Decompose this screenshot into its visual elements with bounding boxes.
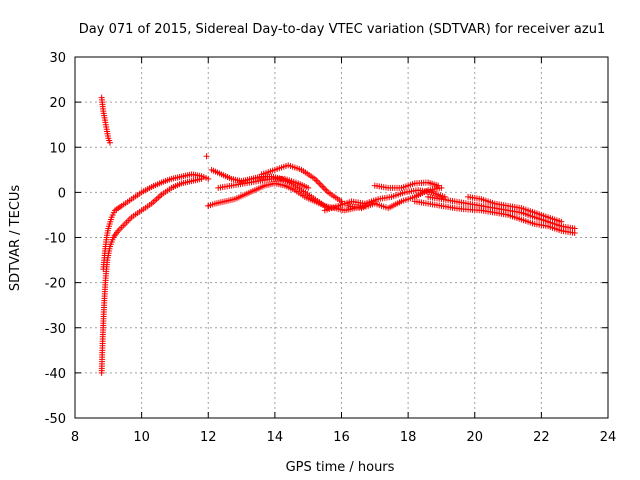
y-axis-label: SDTVAR / TECUs [8, 185, 23, 292]
x-tick-label: 16 [333, 430, 350, 445]
y-tick-label: -40 [45, 367, 66, 382]
data-point [435, 182, 442, 189]
x-tick-label: 14 [267, 430, 284, 445]
data-point [205, 202, 212, 209]
x-tick-label: 20 [466, 430, 483, 445]
x-tick-label: 24 [600, 430, 617, 445]
data-point [319, 183, 326, 190]
data-point [558, 218, 565, 225]
y-tick-label: 10 [49, 141, 66, 156]
data-point [317, 181, 324, 188]
data-points [98, 94, 578, 376]
y-tick-label: -10 [45, 232, 66, 247]
data-point [205, 175, 212, 182]
y-tick-label: -30 [45, 322, 66, 337]
y-tick-label: 20 [49, 96, 66, 111]
y-tick-label: -50 [45, 412, 66, 427]
data-point [441, 193, 448, 200]
data-point [338, 198, 345, 205]
x-tick-label: 12 [200, 430, 217, 445]
data-point [106, 139, 113, 146]
y-tick-label: 30 [49, 51, 66, 66]
data-point [316, 180, 323, 187]
y-tick-label: -20 [45, 277, 66, 292]
data-point [322, 186, 329, 193]
x-tick-label: 10 [133, 430, 150, 445]
data-point [203, 153, 210, 160]
data-point [314, 178, 321, 185]
data-point [320, 184, 327, 191]
data-point [305, 184, 312, 191]
x-axis-label: GPS time / hours [286, 460, 395, 475]
x-axis: 8 10 12 14 16 18 20 22 24 [71, 57, 616, 445]
data-point [323, 187, 330, 194]
x-tick-label: 8 [71, 430, 79, 445]
x-tick-label: 22 [533, 430, 550, 445]
y-tick-label: 0 [58, 186, 66, 201]
x-tick-label: 18 [400, 430, 417, 445]
y-axis: -50 -40 -30 -20 -10 0 10 20 30 [45, 51, 608, 427]
data-point [313, 177, 320, 184]
grid [75, 57, 608, 418]
data-point [438, 184, 445, 191]
chart-title: Day 071 of 2015, Sidereal Day-to-day VTE… [79, 22, 605, 37]
data-point [571, 229, 578, 236]
